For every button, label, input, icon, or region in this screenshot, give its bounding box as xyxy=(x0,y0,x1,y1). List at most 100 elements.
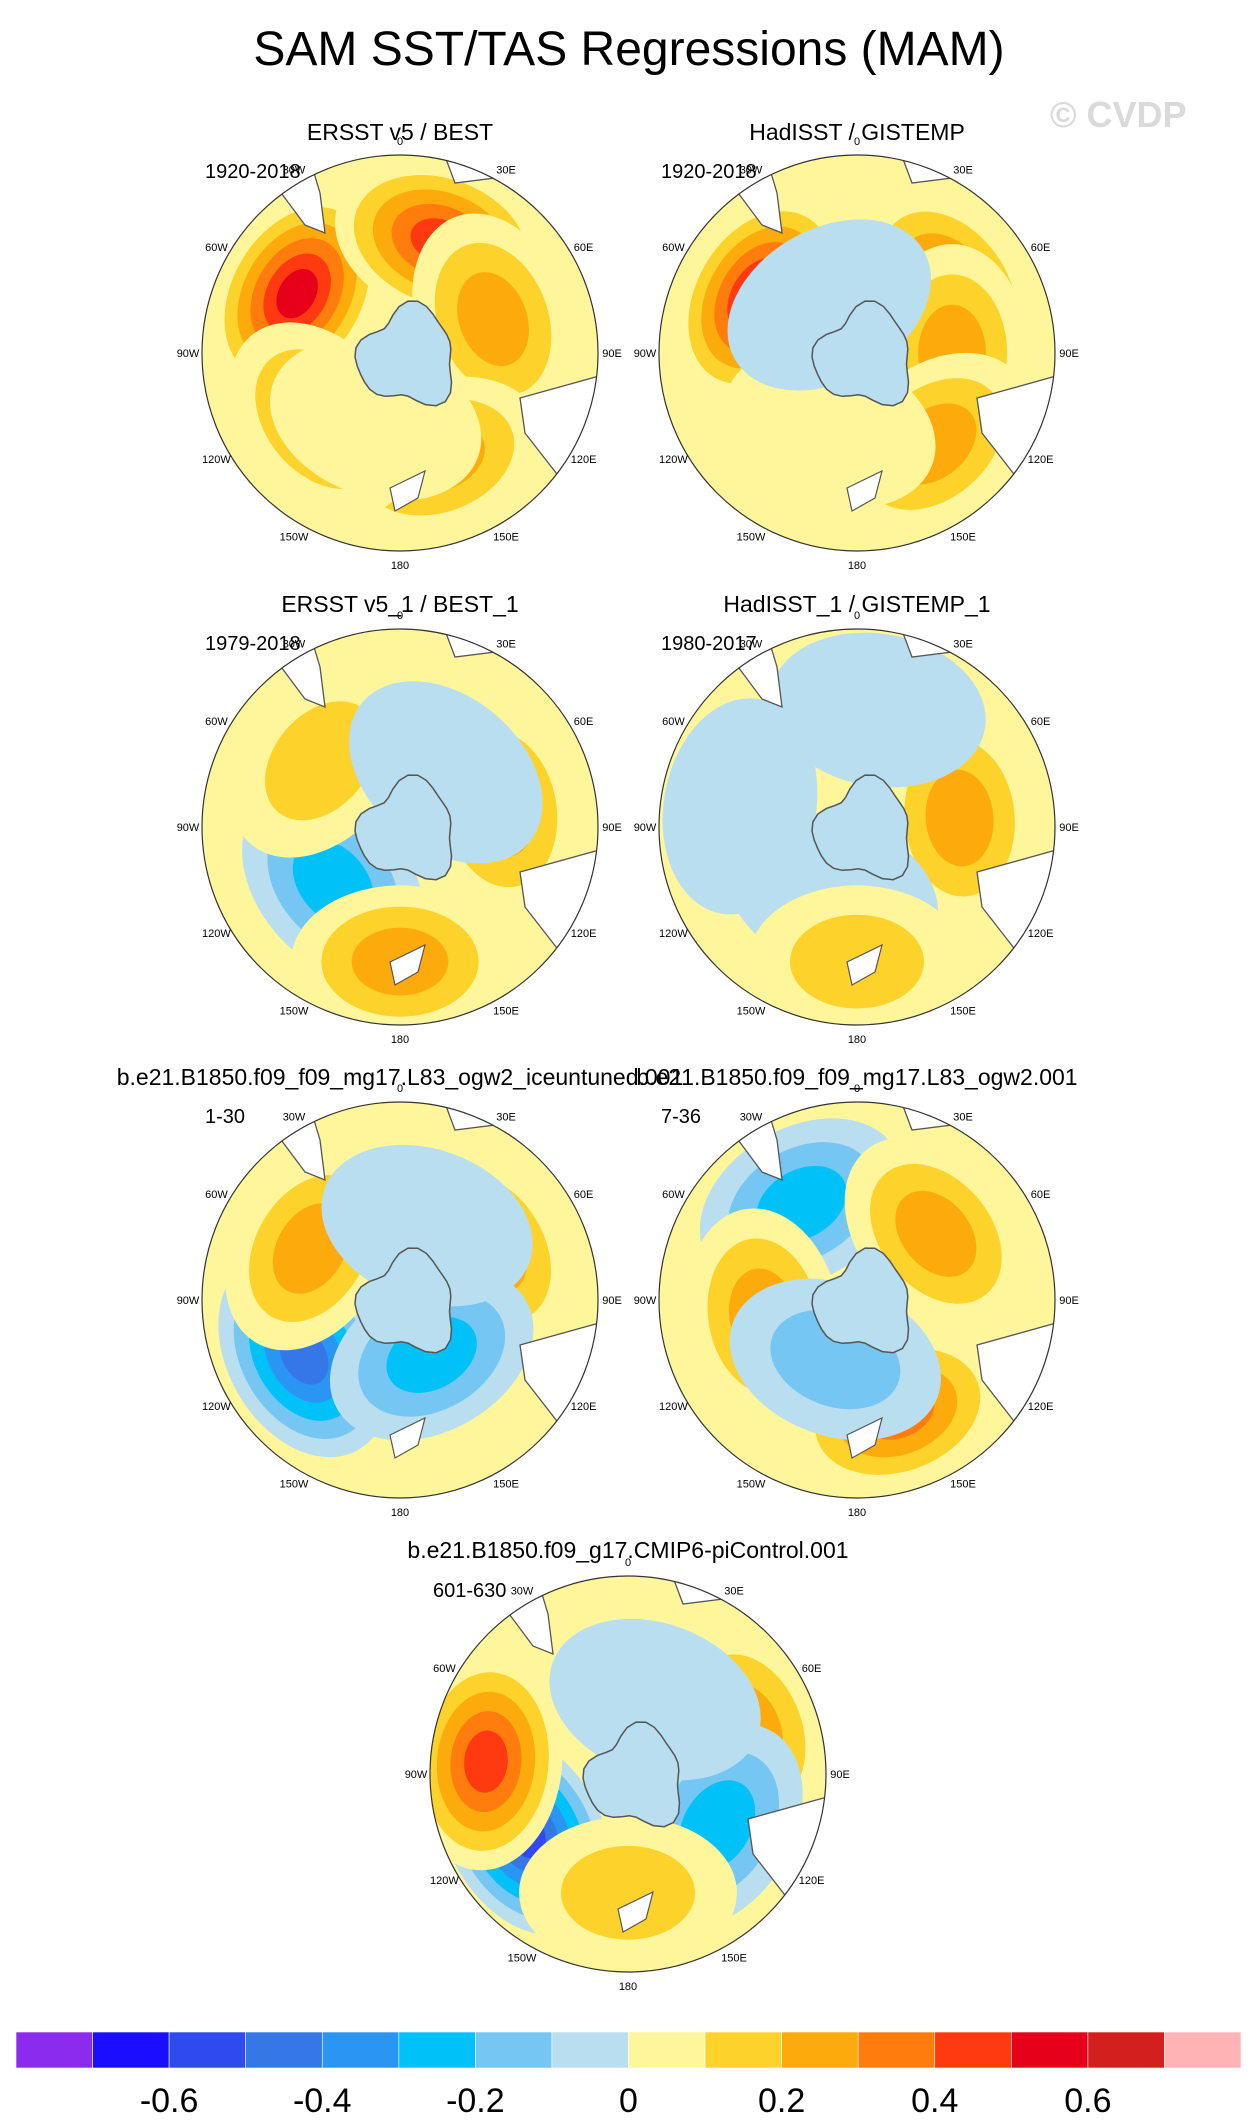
regression-field xyxy=(202,155,598,551)
longitude-label: 60W xyxy=(205,716,228,728)
antarctica-landmass xyxy=(811,300,910,407)
longitude-label: 150W xyxy=(737,1006,766,1018)
colorbar-swatch xyxy=(475,2031,553,2069)
colorbar-tick-label: -0.2 xyxy=(446,2082,505,2120)
longitude-label: 180 xyxy=(391,560,409,572)
map-panel: b.e21.B1850.f09_g17.CMIP6-piControl.001 6… xyxy=(405,1537,850,1993)
map-panel: ERSST v5_1 / BEST_1 1979-2018 0 30E 60E 90E 12… xyxy=(177,591,622,1046)
panel-period: 1920-2018 xyxy=(661,161,757,183)
longitude-label: 30E xyxy=(953,638,973,650)
longitude-label: 60E xyxy=(574,716,594,728)
longitude-label: 90W xyxy=(634,1295,657,1307)
longitude-label: 150W xyxy=(280,1479,309,1491)
longitude-label: 120W xyxy=(202,1401,231,1413)
longitude-label: 90W xyxy=(177,1295,200,1307)
regression-field xyxy=(430,1576,826,1972)
longitude-label: 30W xyxy=(283,638,306,650)
colorbar-swatch xyxy=(15,2031,93,2069)
longitude-label: 30E xyxy=(953,164,973,176)
longitude-label: 90E xyxy=(1059,348,1079,360)
longitude-label: 60E xyxy=(802,1663,822,1675)
panel-title: b.e21.B1850.f09_f09_mg17.L83_ogw2_iceunt… xyxy=(117,1064,684,1090)
longitude-label: 120E xyxy=(1028,454,1054,466)
longitude-label: 150E xyxy=(493,1006,519,1018)
longitude-label: 60E xyxy=(574,242,594,254)
longitude-label: 180 xyxy=(619,1981,637,1993)
colorbar-swatch xyxy=(1011,2031,1089,2069)
longitude-label: 60W xyxy=(662,1189,685,1201)
colorbar-swatch xyxy=(168,2031,246,2069)
longitude-label: 90E xyxy=(1059,822,1079,834)
regression-field xyxy=(659,629,1055,1025)
longitude-label: 90W xyxy=(177,348,200,360)
longitude-label: 120W xyxy=(202,454,231,466)
longitude-label: 60W xyxy=(205,1189,228,1201)
figure-title: SAM SST/TAS Regressions (MAM) xyxy=(253,23,1005,76)
longitude-label: 180 xyxy=(848,560,866,572)
regression-field xyxy=(659,1102,1055,1498)
longitude-label: 120W xyxy=(202,928,231,940)
colorbar-tick-label: 0.2 xyxy=(758,2082,805,2120)
anomaly-contour xyxy=(265,701,378,821)
longitude-label: 60E xyxy=(1031,1189,1051,1201)
longitude-label: 90E xyxy=(602,822,622,834)
longitude-label: 150W xyxy=(737,1479,766,1491)
colorbar-swatch xyxy=(934,2031,1012,2069)
anomaly-contour xyxy=(464,1730,508,1793)
panel-period: 7-36 xyxy=(661,1106,701,1128)
panel-period: 1980-2017 xyxy=(661,633,757,655)
colorbar-tick-label: 0.6 xyxy=(1064,2082,1111,2120)
longitude-label: 0 xyxy=(625,1557,631,1569)
colorbar-tick-label: 0.4 xyxy=(911,2082,958,2120)
longitude-label: 30E xyxy=(496,164,516,176)
longitude-label: 90E xyxy=(1059,1295,1079,1307)
longitude-label: 150E xyxy=(721,1953,747,1965)
map-panel: b.e21.B1850.f09_f09_mg17.L83_ogw2.001 7-3… xyxy=(634,1064,1079,1519)
map-boundary xyxy=(201,1101,599,1499)
longitude-label: 120W xyxy=(659,1401,688,1413)
map-boundary xyxy=(658,628,1056,1026)
regression-field xyxy=(202,629,598,1025)
longitude-label: 150E xyxy=(950,1006,976,1018)
anomaly-contour xyxy=(276,268,318,319)
panel-period: 1-30 xyxy=(205,1106,245,1128)
longitude-label: 30W xyxy=(740,638,763,650)
colorbar-swatch xyxy=(321,2031,400,2069)
colorbar-swatch xyxy=(398,2031,476,2069)
map-panel: HadISST_1 / GISTEMP_1 1980-2017 0 30E 60E 90E… xyxy=(634,591,1079,1046)
map-boundary xyxy=(429,1575,827,1973)
longitude-label: 180 xyxy=(391,1507,409,1519)
longitude-label: 90E xyxy=(830,1769,850,1781)
longitude-label: 150W xyxy=(508,1953,537,1965)
longitude-label: 60W xyxy=(662,716,685,728)
cvdp-watermark: © CVDP xyxy=(1050,94,1187,135)
panel-period: 1920-2018 xyxy=(205,161,301,183)
map-boundary xyxy=(201,628,599,1026)
longitude-label: 60E xyxy=(1031,716,1051,728)
map-boundary xyxy=(658,154,1056,552)
new-zealand-land xyxy=(617,1890,654,1933)
antarctica-landmass xyxy=(354,1247,453,1354)
longitude-label: 30W xyxy=(283,164,306,176)
longitude-label: 30W xyxy=(511,1585,534,1597)
new-zealand-land xyxy=(389,1416,426,1459)
new-zealand-land xyxy=(846,469,883,512)
longitude-label: 150E xyxy=(493,532,519,544)
longitude-label: 150W xyxy=(280,1006,309,1018)
panel-title: HadISST / GISTEMP xyxy=(749,119,965,145)
longitude-label: 150E xyxy=(950,532,976,544)
regression-field xyxy=(202,1102,598,1498)
longitude-label: 150E xyxy=(493,1479,519,1491)
panel-title: ERSST v5 / BEST xyxy=(307,119,493,145)
colorbar-swatch xyxy=(245,2031,323,2069)
longitude-label: 120E xyxy=(571,1401,597,1413)
longitude-label: 60E xyxy=(574,1189,594,1201)
longitude-label: 30E xyxy=(496,1111,516,1123)
map-panel: HadISST / GISTEMP 1920-2018 0 30E 60E 90E 120E… xyxy=(634,119,1079,572)
longitude-label: 30E xyxy=(496,638,516,650)
anomaly-contour xyxy=(457,272,529,367)
anomaly-contour xyxy=(662,698,818,915)
longitude-label: 120W xyxy=(430,1875,459,1887)
antarctica-landmass xyxy=(354,300,453,407)
longitude-label: 0 xyxy=(397,1083,403,1095)
